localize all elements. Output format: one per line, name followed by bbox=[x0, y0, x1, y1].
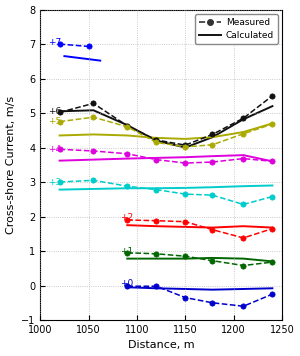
Text: +0: +0 bbox=[121, 279, 134, 288]
Text: +6: +6 bbox=[48, 107, 61, 116]
Text: +7: +7 bbox=[48, 38, 61, 47]
Text: +2: +2 bbox=[121, 213, 134, 222]
X-axis label: Distance, m: Distance, m bbox=[128, 340, 194, 350]
Y-axis label: Cross-shore Current, m/s: Cross-shore Current, m/s bbox=[6, 96, 16, 234]
Text: +1: +1 bbox=[121, 247, 134, 256]
Legend: Measured, Calculated: Measured, Calculated bbox=[195, 14, 278, 44]
Text: +3: +3 bbox=[48, 178, 61, 187]
Text: +4: +4 bbox=[48, 145, 61, 154]
Text: +5: +5 bbox=[48, 117, 61, 126]
